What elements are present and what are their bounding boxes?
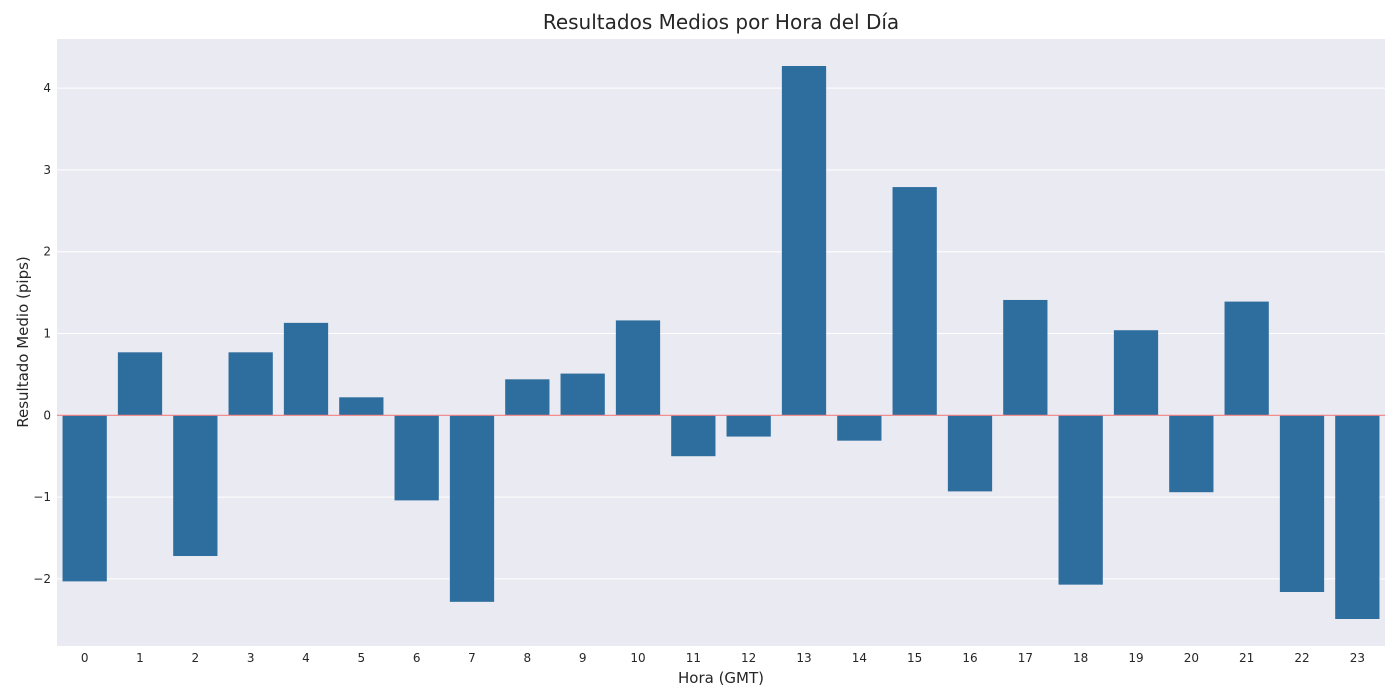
x-tick-label: 4 [302,651,310,665]
y-axis-ticks: −2 −1 0 1 2 3 4 [33,81,51,586]
x-tick-label: 21 [1239,651,1254,665]
bar-hour-20 [1169,415,1214,493]
x-axis-label: Hora (GMT) [678,669,764,687]
bar-hour-17 [1003,299,1048,416]
y-tick-label: −1 [33,490,51,504]
x-tick-label: 14 [852,651,867,665]
y-tick-label: 4 [43,81,51,95]
y-tick-label: −2 [33,572,51,586]
y-tick-label: 1 [43,327,51,341]
x-tick-label: 12 [741,651,756,665]
x-tick-label: 17 [1018,651,1033,665]
y-tick-label: 0 [43,408,51,422]
bar-hour-9 [560,373,605,416]
bar-hour-2 [173,415,218,557]
bar-hour-15 [892,187,937,416]
x-tick-label: 19 [1128,651,1143,665]
plot-area [57,39,1385,646]
bar-hour-1 [117,352,163,416]
y-tick-label: 3 [43,163,51,177]
x-tick-label: 16 [962,651,977,665]
x-tick-label: 6 [413,651,421,665]
bar-hour-7 [449,415,495,602]
bar-hour-3 [228,352,273,416]
x-tick-label: 15 [907,651,922,665]
x-tick-label: 5 [358,651,366,665]
x-tick-label: 11 [686,651,701,665]
x-tick-label: 2 [192,651,200,665]
bar-hour-19 [1113,330,1159,416]
bar-hour-0 [62,415,107,582]
x-tick-label: 23 [1350,651,1365,665]
x-tick-label: 3 [247,651,255,665]
chart-title: Resultados Medios por Hora del Día [543,10,899,34]
x-tick-label: 13 [796,651,811,665]
bar-hour-22 [1279,415,1325,593]
bar-hour-11 [671,415,716,457]
x-tick-label: 10 [630,651,645,665]
bar-hour-18 [1058,415,1103,585]
bar-hour-4 [283,322,329,416]
bar-hour-21 [1224,301,1269,416]
bar-hour-13 [781,65,827,416]
x-tick-label: 0 [81,651,89,665]
x-tick-label: 1 [136,651,144,665]
bars [62,65,1380,620]
x-tick-label: 18 [1073,651,1088,665]
bar-hour-10 [615,320,661,416]
bar-hour-8 [505,379,550,416]
bar-hour-5 [339,397,384,416]
bar-hour-14 [837,415,882,441]
y-axis-label: Resultado Medio (pips) [14,256,32,428]
x-tick-label: 8 [524,651,532,665]
bar-hour-23 [1335,415,1380,620]
bar-hour-12 [726,415,771,437]
y-tick-label: 2 [43,245,51,259]
bar-hour-6 [394,415,439,501]
x-tick-label: 7 [468,651,476,665]
x-tick-label: 22 [1294,651,1309,665]
x-tick-label: 20 [1184,651,1199,665]
x-axis-ticks: 0 1 2 3 4 5 6 7 8 9 10 11 12 13 14 15 16 17 18 19 20 21 22 23 [81,651,1365,665]
bar-hour-16 [947,415,993,492]
x-tick-label: 9 [579,651,587,665]
